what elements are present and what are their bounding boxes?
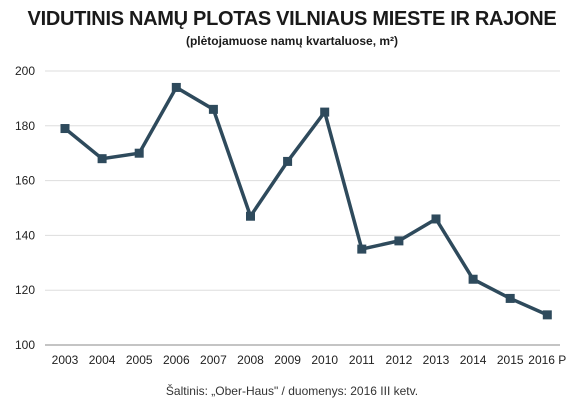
x-tick-label: 2013 <box>423 353 450 367</box>
chart-subtitle: (plėtojamuose namų kvartaluose, m²) <box>185 34 399 48</box>
y-axis-ticks: 100 120 140 160 180 200 <box>15 64 35 352</box>
y-tick-label: 200 <box>15 64 35 78</box>
x-tick-label: 2007 <box>200 353 227 367</box>
y-tick-label: 140 <box>15 228 35 242</box>
data-point-marker <box>208 104 218 114</box>
chart-title: VIDUTINIS NAMŲ PLOTAS VILNIAUS MIESTE IR… <box>27 8 557 30</box>
x-tick-label: 2008 <box>237 353 264 367</box>
data-point-marker <box>97 154 107 164</box>
x-tick-label: 2015 <box>497 353 524 367</box>
grid-lines <box>45 70 560 291</box>
data-point-marker <box>171 82 181 92</box>
data-point-marker <box>468 274 478 284</box>
data-point-marker <box>357 244 367 254</box>
x-tick-label: 2006 <box>163 353 190 367</box>
data-point-marker <box>394 236 404 246</box>
data-point-marker <box>60 124 70 134</box>
data-point-marker <box>246 211 255 221</box>
x-tick-label: 2004 <box>89 353 116 367</box>
x-tick-label: 2003 <box>52 353 79 367</box>
x-tick-label: 2016 P <box>528 353 566 367</box>
data-point-marker <box>134 148 144 158</box>
x-tick-label: 2012 <box>386 353 413 367</box>
y-tick-label: 100 <box>15 338 35 352</box>
y-tick-label: 160 <box>15 174 35 188</box>
y-tick-label: 120 <box>15 283 35 297</box>
source-note: Šaltinis: „Ober-Haus" / duomenys: 2016 I… <box>165 384 419 398</box>
x-tick-label: 2014 <box>460 353 487 367</box>
x-tick-label: 2005 <box>126 353 153 367</box>
x-tick-label: 2011 <box>349 353 375 367</box>
data-point-marker <box>542 310 552 320</box>
data-point-marker <box>505 293 515 303</box>
data-point-marker <box>283 156 293 166</box>
series-line <box>63 85 549 317</box>
data-point-marker <box>431 214 441 224</box>
x-tick-label: 2009 <box>274 353 301 367</box>
data-markers <box>60 82 552 320</box>
data-point-marker <box>320 107 330 117</box>
x-tick-label: 2010 <box>311 353 338 367</box>
x-axis-ticks: 2003 2004 2005 2006 2007 2008 2009 2010 2011 2012… <box>52 353 567 367</box>
y-tick-label: 180 <box>15 119 35 133</box>
